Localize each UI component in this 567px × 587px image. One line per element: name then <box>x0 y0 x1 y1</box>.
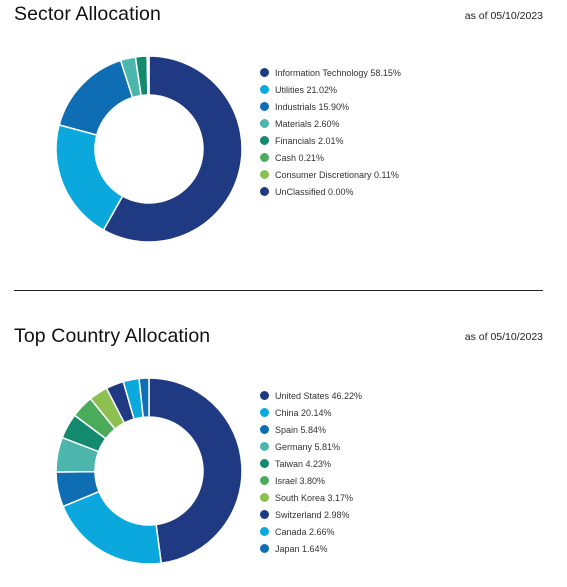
legend-label: Consumer Discretionary 0.11% <box>275 169 399 180</box>
legend-label: Information Technology 58.15% <box>275 67 401 78</box>
legend-label: Cash 0.21% <box>275 152 325 163</box>
legend-label: Utilities 21.02% <box>275 84 338 95</box>
legend-swatch <box>260 544 269 553</box>
legend-label: UnClassified 0.00% <box>275 186 354 197</box>
legend-label: Materials 2.60% <box>275 118 340 129</box>
slice-united-states[interactable] <box>148 377 243 564</box>
legend-label: South Korea 3.17% <box>275 492 354 503</box>
sector-allocation-donut <box>55 55 243 243</box>
legend-swatch <box>260 408 269 417</box>
legend-item-financials: Financials 2.01% <box>260 132 401 149</box>
legend-item-consumer-discretionary: Consumer Discretionary 0.11% <box>260 166 401 183</box>
legend-item-germany: Germany 5.81% <box>260 438 362 455</box>
legend-item-unclassified: UnClassified 0.00% <box>260 183 401 200</box>
sector-allocation-title: Sector Allocation <box>14 3 161 25</box>
legend-label: Japan 1.64% <box>275 543 328 554</box>
legend-item-utilities: Utilities 21.02% <box>260 81 401 98</box>
legend-swatch <box>260 493 269 502</box>
legend-label: United States 46.22% <box>275 390 363 401</box>
country-as-of-date: as of 05/10/2023 <box>464 331 543 343</box>
legend-label: Israel 3.80% <box>275 475 326 486</box>
legend-item-cash: Cash 0.21% <box>260 149 401 166</box>
legend-swatch <box>260 476 269 485</box>
legend-swatch <box>260 187 269 196</box>
legend-item-switzerland: Switzerland 2.98% <box>260 506 362 523</box>
slice-utilities[interactable] <box>55 124 124 231</box>
legend-item-taiwan: Taiwan 4.23% <box>260 455 362 472</box>
legend-label: Industrials 15.90% <box>275 101 350 112</box>
legend-swatch <box>260 119 269 128</box>
legend-label: Canada 2.66% <box>275 526 335 537</box>
legend-item-canada: Canada 2.66% <box>260 523 362 540</box>
legend-item-spain: Spain 5.84% <box>260 421 362 438</box>
sector-allocation-legend: Information Technology 58.15% Utilities 2… <box>260 64 401 200</box>
legend-swatch <box>260 459 269 468</box>
legend-item-japan: Japan 1.64% <box>260 540 362 557</box>
legend-item-materials: Materials 2.60% <box>260 115 401 132</box>
legend-swatch <box>260 170 269 179</box>
legend-label: Switzerland 2.98% <box>275 509 350 520</box>
legend-item-south-korea: South Korea 3.17% <box>260 489 362 506</box>
legend-swatch <box>260 391 269 400</box>
legend-label: Spain 5.84% <box>275 424 327 435</box>
legend-swatch <box>260 442 269 451</box>
slice-consumer-discretionary[interactable] <box>147 55 150 96</box>
legend-swatch <box>260 510 269 519</box>
legend-item-china: China 20.14% <box>260 404 362 421</box>
legend-label: China 20.14% <box>275 407 332 418</box>
legend-swatch <box>260 136 269 145</box>
legend-label: Germany 5.81% <box>275 441 341 452</box>
sector-as-of-date: as of 05/10/2023 <box>464 10 543 22</box>
legend-swatch <box>260 153 269 162</box>
legend-label: Taiwan 4.23% <box>275 458 332 469</box>
legend-swatch <box>260 102 269 111</box>
country-allocation-title: Top Country Allocation <box>14 325 211 347</box>
country-allocation-donut <box>55 377 243 565</box>
legend-swatch <box>260 527 269 536</box>
slice-japan[interactable] <box>138 377 150 419</box>
slice-information-technology[interactable] <box>102 55 243 243</box>
legend-label: Financials 2.01% <box>275 135 344 146</box>
legend-swatch <box>260 425 269 434</box>
slice-industrials[interactable] <box>58 59 134 136</box>
legend-swatch <box>260 85 269 94</box>
country-allocation-legend: United States 46.22% China 20.14% Spain 5.… <box>260 387 362 557</box>
legend-item-information-technology: Information Technology 58.15% <box>260 64 401 81</box>
legend-item-industrials: Industrials 15.90% <box>260 98 401 115</box>
section-divider <box>14 290 543 291</box>
legend-item-israel: Israel 3.80% <box>260 472 362 489</box>
slice-china[interactable] <box>62 490 162 565</box>
legend-swatch <box>260 68 269 77</box>
legend-item-united-states: United States 46.22% <box>260 387 362 404</box>
